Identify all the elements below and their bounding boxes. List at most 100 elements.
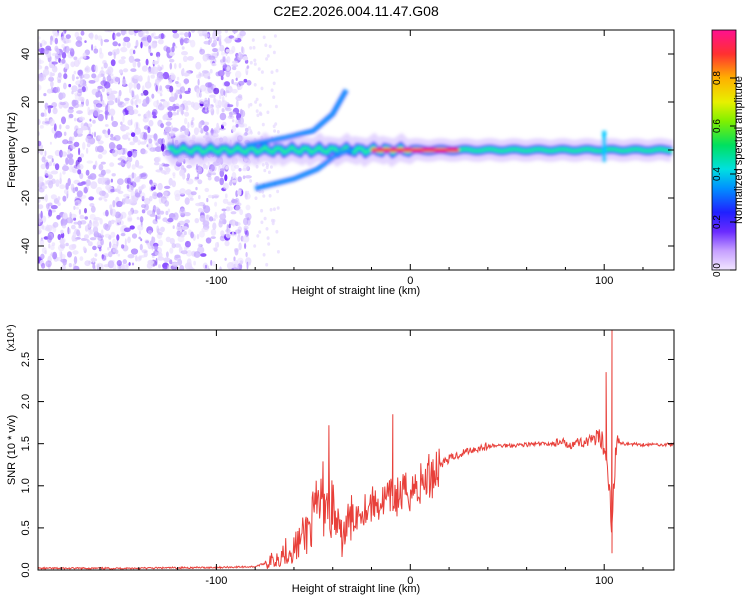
heatmap-cell [199, 92, 202, 98]
heatmap-cell [65, 217, 74, 224]
heatmap-cell [276, 206, 280, 210]
heatmap-cell [38, 218, 41, 226]
y-tick-label: 1.5 [20, 436, 32, 451]
heatmap-cell [143, 132, 148, 140]
heatmap-cell [204, 106, 208, 113]
heatmap-cell [202, 54, 209, 62]
heatmap-cell [95, 64, 98, 73]
heatmap-cell [164, 185, 171, 189]
heatmap-cell [264, 161, 268, 166]
heatmap-cell [222, 121, 227, 127]
heatmap-cell [52, 34, 55, 43]
heatmap-cell [95, 103, 103, 108]
heatmap-cell [76, 76, 79, 80]
heatmap-cell [49, 40, 53, 45]
heatmap-cell [171, 243, 176, 249]
heatmap-cell [70, 61, 76, 68]
heatmap-cell [131, 164, 136, 170]
heatmap-cell [67, 108, 74, 114]
heatmap-cell [158, 252, 163, 259]
heatmap-cell [221, 208, 227, 212]
heatmap-cell [86, 142, 91, 148]
heatmap-cell [65, 47, 70, 54]
heatmap-cell [140, 41, 143, 49]
heatmap-cell [155, 142, 159, 146]
heatmap-cell [110, 133, 114, 138]
heatmap-cell [151, 245, 159, 250]
heatmap-cell [115, 97, 118, 103]
heatmap-cell [258, 230, 262, 234]
heatmap-cell [72, 250, 79, 255]
heatmap-cell [219, 112, 227, 121]
heatmap-cell [243, 78, 248, 83]
heatmap-cell [131, 172, 135, 179]
heatmap-cell [237, 257, 244, 265]
heatmap-cell [47, 255, 52, 263]
heatmap-cell [156, 213, 161, 220]
heatmap-cell [214, 211, 217, 218]
x-tick-label: -100 [205, 575, 227, 587]
heatmap-cell [174, 63, 177, 70]
heatmap-cell [149, 52, 153, 56]
heatmap-cell [77, 69, 83, 76]
heatmap-cell [233, 256, 236, 262]
heatmap-cell [45, 161, 50, 170]
heatmap-cell [120, 30, 126, 36]
heatmap-cell [263, 168, 267, 173]
heatmap-cell [157, 239, 163, 247]
heatmap-cell [209, 164, 215, 170]
heatmap-cell [129, 225, 135, 230]
heatmap-cell [152, 115, 157, 119]
heatmap-cell [51, 61, 58, 65]
heatmap-cell [229, 111, 233, 118]
heatmap-cell [197, 243, 201, 248]
heatmap-cell [244, 175, 252, 179]
heatmap-cell [179, 86, 186, 93]
heatmap-cell [239, 209, 244, 216]
heatmap-cell [173, 105, 180, 110]
heatmap-cell [112, 149, 118, 157]
heatmap-cell [262, 253, 266, 257]
heatmap-cell [275, 229, 279, 234]
heatmap-cell [190, 30, 196, 33]
heatmap-cell [137, 224, 144, 231]
heatmap-cell [141, 209, 146, 214]
colorbar-tick-label: 0.6 [712, 119, 723, 133]
spectrogram-heatmap [38, 30, 674, 270]
heatmap-cell [77, 57, 82, 65]
heatmap-cell [77, 182, 84, 186]
heatmap-cell [165, 46, 171, 54]
heatmap-cell [187, 121, 190, 129]
heatmap-cell [160, 196, 167, 204]
heatmap-cell [71, 224, 76, 230]
heatmap-cell [154, 146, 162, 153]
heatmap-cell [187, 262, 193, 269]
heatmap-cell [62, 170, 66, 175]
heatmap-cell [134, 58, 141, 62]
snr-y-ticks: 0.0 0.5 1.0 1.5 2.0 2.5 [20, 352, 674, 578]
y-tick-label: 40 [20, 48, 32, 60]
heatmap-cell [66, 140, 73, 145]
heatmap-cell [244, 213, 249, 218]
heatmap-cell [51, 65, 58, 73]
heatmap-cell [48, 243, 51, 249]
heatmap-cell [97, 73, 102, 78]
heatmap-cell [107, 66, 114, 75]
heatmap-cell [158, 39, 164, 45]
heatmap-cell [231, 231, 235, 237]
heatmap-cell [237, 117, 241, 123]
heatmap-cell [228, 223, 231, 229]
heatmap-cell [184, 240, 191, 248]
heatmap-cell [210, 259, 213, 266]
heatmap-cell [214, 176, 220, 182]
heatmap-cell [137, 61, 141, 68]
heatmap-cell [253, 244, 257, 248]
heatmap-cell [237, 53, 243, 61]
heatmap-cell [262, 35, 266, 40]
heatmap-cell [163, 257, 171, 263]
heatmap-cell [179, 38, 184, 46]
heatmap-cell [267, 242, 271, 246]
heatmap-cell [231, 125, 237, 133]
heatmap-cell [136, 77, 143, 82]
